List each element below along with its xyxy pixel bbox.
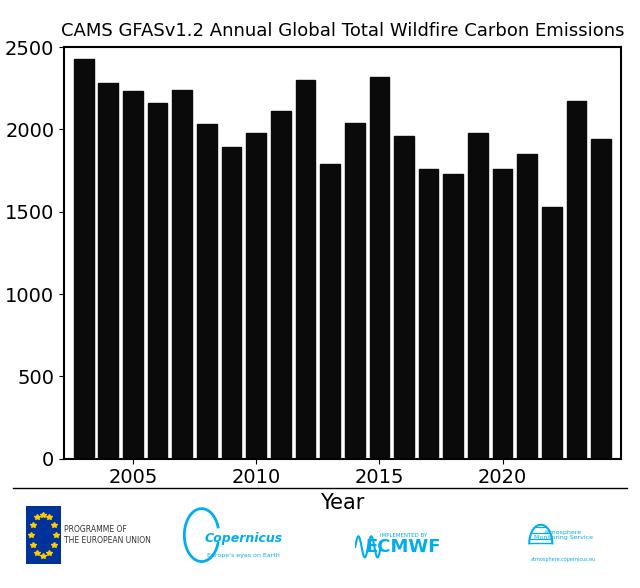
- Bar: [444, 174, 463, 459]
- Bar: [394, 136, 414, 459]
- Text: PROGRAMME OF
THE EUROPEAN UNION: PROGRAMME OF THE EUROPEAN UNION: [64, 526, 151, 544]
- Text: IMPLEMENTED BY: IMPLEMENTED BY: [380, 533, 427, 537]
- Bar: [566, 101, 586, 459]
- Bar: [123, 92, 143, 459]
- Bar: [172, 90, 192, 459]
- Bar: [493, 169, 513, 459]
- Bar: [369, 76, 389, 459]
- Bar: [320, 164, 340, 459]
- Bar: [591, 139, 611, 459]
- Title: CAMS GFASv1.2 Annual Global Total Wildfire Carbon Emissions: CAMS GFASv1.2 Annual Global Total Wildfi…: [61, 22, 624, 40]
- Bar: [542, 207, 562, 459]
- Bar: [345, 123, 365, 459]
- Bar: [468, 133, 488, 459]
- Text: Atmosphere
Monitoring Service: Atmosphere Monitoring Service: [534, 530, 593, 540]
- Bar: [221, 148, 241, 459]
- Text: Europe's eyes on Earth: Europe's eyes on Earth: [207, 553, 280, 558]
- Text: atmosphere.copernicus.eu: atmosphere.copernicus.eu: [531, 557, 596, 562]
- Bar: [296, 80, 316, 459]
- Text: Copernicus: Copernicus: [204, 532, 282, 544]
- X-axis label: Year: Year: [320, 493, 365, 513]
- Bar: [246, 133, 266, 459]
- Bar: [99, 83, 118, 459]
- Bar: [517, 154, 537, 459]
- Bar: [271, 111, 291, 459]
- Text: ECMWF: ECMWF: [365, 538, 441, 556]
- Bar: [197, 125, 217, 459]
- Bar: [148, 103, 168, 459]
- Bar: [74, 59, 93, 459]
- Bar: [419, 169, 438, 459]
